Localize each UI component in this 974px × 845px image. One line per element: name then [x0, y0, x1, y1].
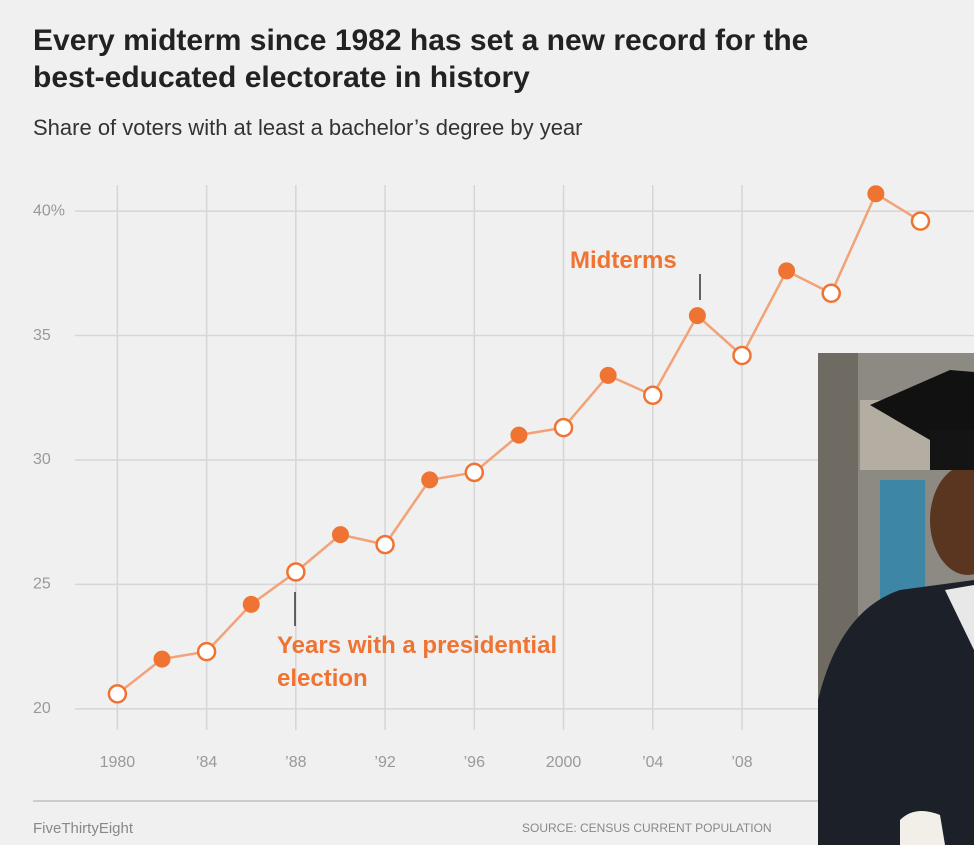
presidential-point [732, 345, 752, 366]
presidential-point [821, 283, 841, 304]
photo-cap [870, 370, 974, 440]
title-box: Every midterm since 1982 has set a new r… [33, 24, 809, 94]
x-tick-label: ’88 [285, 754, 306, 771]
presidential-point [196, 641, 217, 662]
midterm-point [331, 526, 349, 544]
x-tick-label: ’84 [196, 754, 217, 771]
presidential-point [286, 562, 306, 582]
photo-face [930, 465, 974, 575]
chart-title: Every midterm since 1982 has set a new r… [33, 24, 809, 94]
photo-gown [818, 580, 974, 845]
photo-diploma [900, 811, 945, 845]
photo-cap-band [930, 430, 974, 470]
midterm-point [599, 366, 617, 384]
midterm-point [153, 650, 171, 668]
photo [818, 353, 974, 845]
grid: 20 25 30 35 40% 1980 ’84 ’88 ’92 ’96 2000 ’04 ’08 [33, 185, 974, 771]
annotation: Midterms [570, 247, 677, 274]
presidential-point [643, 385, 663, 406]
source: SOURCE: CENSUS CURRENT POPULATION [522, 821, 772, 835]
annotation: Years with a presidential election [277, 632, 558, 692]
marks [107, 185, 931, 704]
x-tick-label: ’04 [642, 754, 663, 771]
midterm-point [688, 307, 706, 325]
y-tick-label: 20 [33, 700, 51, 717]
y-tick-label: 35 [33, 327, 51, 344]
midterm-point [510, 426, 528, 444]
chart-subtitle: Share of voters with at least a bachelor… [33, 115, 583, 140]
midterm-point [242, 595, 260, 613]
presidential-point [464, 462, 485, 483]
midterm-point [867, 185, 885, 203]
photo-collar [945, 585, 974, 650]
y-tick-label: 40% [33, 202, 65, 219]
x-tick-label: 1980 [100, 754, 136, 771]
x-tick-label: ’92 [374, 754, 395, 771]
x-tick-label: ’08 [731, 754, 752, 771]
connecting-line [116, 191, 922, 695]
midterm-point [778, 262, 796, 280]
presidential-point [107, 684, 128, 704]
credit: FiveThirtyEight [33, 820, 134, 837]
x-tick-label: 2000 [546, 754, 582, 771]
x-tick-label: ’96 [464, 754, 485, 771]
presidential-point [910, 211, 931, 231]
presidential-point [553, 417, 574, 438]
y-tick-label: 25 [33, 576, 51, 593]
midterm-point [421, 471, 439, 489]
y-tick-label: 30 [33, 451, 51, 468]
presidential-point [375, 534, 395, 555]
